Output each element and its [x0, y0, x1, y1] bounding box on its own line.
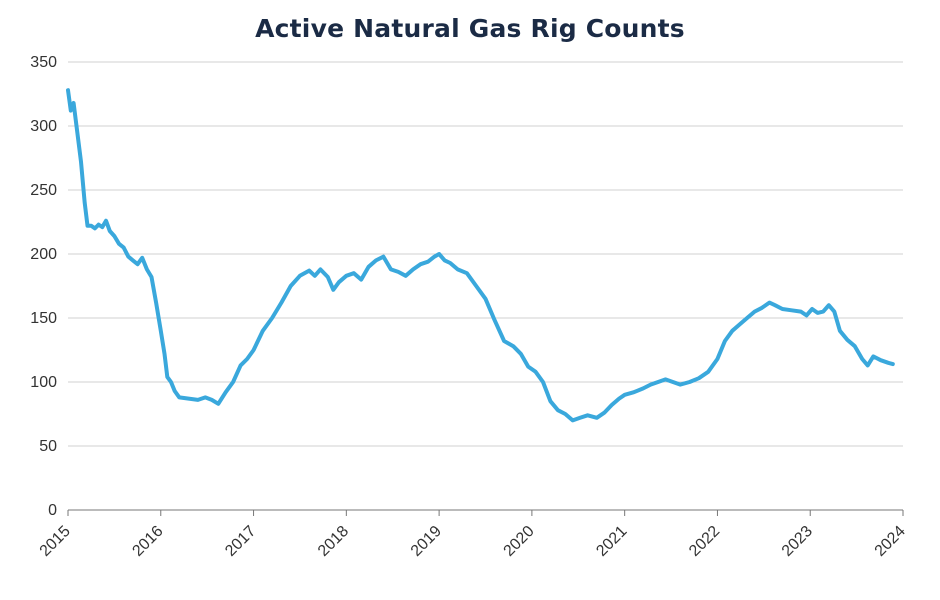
x-tick-label: 2021 [593, 523, 630, 560]
y-tick-label: 300 [30, 118, 57, 135]
chart-title: Active Natural Gas Rig Counts [255, 14, 685, 43]
y-tick-label: 350 [30, 54, 57, 71]
series-line-0 [66, 88, 895, 423]
x-tick-label: 2018 [315, 523, 352, 560]
y-axis-ticks: 0 50 100 150 200 250 300 350 [30, 54, 57, 519]
y-tick-label: 50 [39, 438, 57, 455]
series-layer [66, 88, 895, 423]
x-tick-label: 2020 [501, 523, 538, 560]
y-tick-label: 150 [30, 310, 57, 327]
x-axis-ticks: 2015 2016 2017 2018 2019 2020 2021 2022 2023 2024 [37, 510, 909, 560]
y-tick-label: 200 [30, 246, 57, 263]
x-tick-label: 2015 [37, 523, 74, 560]
y-tick-label: 0 [48, 502, 57, 519]
x-tick-label: 2024 [872, 523, 909, 560]
x-tick-label: 2023 [779, 523, 816, 560]
x-tick-label: 2022 [686, 523, 723, 560]
x-tick-label: 2019 [408, 523, 445, 560]
x-tick-label: 2016 [129, 523, 166, 560]
x-tick-label: 2017 [222, 523, 259, 560]
gridlines [68, 61, 903, 447]
y-tick-label: 250 [30, 182, 57, 199]
y-tick-label: 100 [30, 374, 57, 391]
